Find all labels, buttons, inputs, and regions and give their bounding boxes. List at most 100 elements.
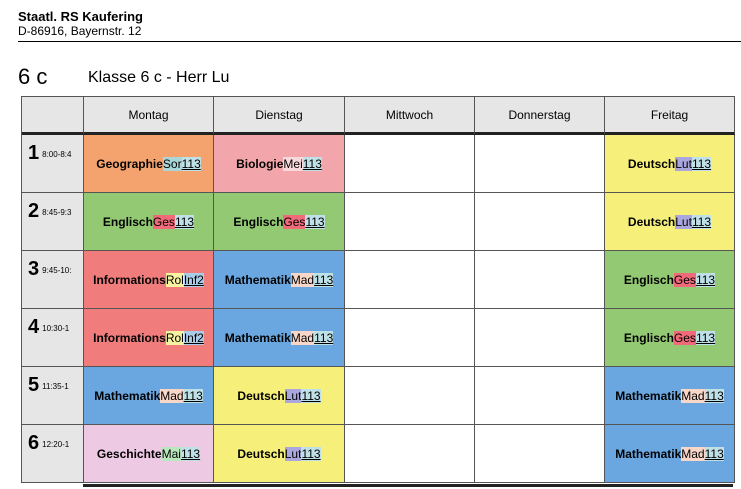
lesson-cell[interactable]: Englisch Ges 113 [605, 251, 735, 309]
lesson-cell[interactable]: Englisch Ges 113 [605, 309, 735, 367]
class-title: Klasse 6 c - Herr Lu [88, 69, 230, 86]
empty-lesson-cell[interactable] [345, 425, 475, 483]
header-divider [18, 41, 741, 42]
lesson-subject: Englisch [233, 214, 284, 229]
lesson-cell[interactable]: Biologie Mei 113 [214, 135, 345, 193]
lesson-teacher: Mei [283, 156, 303, 171]
grid-corner [22, 97, 84, 135]
lesson-room: 113 [305, 214, 325, 229]
empty-lesson-cell[interactable] [345, 367, 475, 425]
period-number: 2 [28, 200, 40, 222]
school-name: Staatl. RS Kaufering [18, 9, 143, 24]
lesson-room: 113 [181, 156, 201, 171]
lesson-teacher: Lut [675, 156, 692, 171]
lesson-subject: Deutsch [237, 446, 285, 461]
class-code: 6 c [18, 64, 48, 89]
day-header-friday: Freitag [605, 97, 735, 135]
lesson-subject: Englisch [623, 272, 674, 287]
day-header-tuesday: Dienstag [214, 97, 345, 135]
lesson-subject: Deutsch [627, 156, 676, 171]
lesson-teacher: Mad [681, 446, 705, 461]
lesson-cell[interactable]: Informations Rol Inf2 [84, 251, 214, 309]
lesson-cell[interactable]: Deutsch Lut 113 [214, 425, 345, 483]
lesson-subject: Englisch [102, 214, 153, 229]
lesson-room: Inf2 [183, 330, 204, 345]
timetable-grid: Montag Dienstag Mittwoch Donnerstag Frei… [21, 96, 735, 483]
lesson-teacher: Rol [165, 330, 184, 345]
lesson-subject: Mathematik [94, 388, 161, 403]
empty-lesson-cell[interactable] [345, 309, 475, 367]
lesson-cell[interactable]: Deutsch Lut 113 [214, 367, 345, 425]
lesson-subject: Mathematik [615, 388, 682, 403]
period-label: 4 10:30-1 [22, 309, 84, 367]
empty-lesson-cell[interactable] [475, 193, 605, 251]
lesson-cell[interactable]: Mathematik Mad 113 [84, 367, 214, 425]
period-time: 10:30-1 [42, 324, 70, 333]
lesson-cell[interactable]: Mathematik Mad 113 [214, 309, 345, 367]
period-number: 6 [28, 432, 40, 454]
period-time: 12:20-1 [42, 440, 70, 449]
lesson-cell[interactable]: Deutsch Lut 113 [605, 135, 735, 193]
lesson-subject: Deutsch [237, 388, 285, 403]
period-label: 2 8:45-9:3 [22, 193, 84, 251]
period-number: 3 [28, 258, 40, 280]
grid-bottom-rule [83, 484, 733, 487]
lesson-cell[interactable]: Mathematik Mad 113 [605, 425, 735, 483]
lesson-teacher: Mad [290, 272, 315, 287]
lesson-room: 113 [695, 272, 716, 287]
lesson-room: 113 [704, 388, 724, 403]
lesson-teacher: Lut [284, 446, 302, 461]
lesson-room: 113 [314, 330, 334, 345]
period-number: 5 [28, 374, 40, 396]
lesson-room: 113 [180, 446, 201, 461]
lesson-teacher: Mad [681, 388, 705, 403]
empty-lesson-cell[interactable] [475, 309, 605, 367]
lesson-room: 113 [302, 156, 322, 171]
lesson-teacher: Mad [160, 388, 184, 403]
lesson-room: 113 [174, 214, 195, 229]
lesson-cell[interactable]: Geographie Sor 113 [84, 135, 214, 193]
empty-lesson-cell[interactable] [475, 251, 605, 309]
school-header: Staatl. RS Kaufering D-86916, Bayernstr.… [18, 9, 143, 39]
lesson-subject: Mathematik [224, 330, 291, 345]
lesson-teacher: Ges [152, 214, 175, 229]
lesson-room: 113 [301, 388, 321, 403]
lesson-teacher: Mad [290, 330, 315, 345]
lesson-teacher: Mai [161, 446, 181, 461]
lesson-room: 113 [301, 446, 321, 461]
lesson-room: 113 [695, 330, 716, 345]
period-time: 8:45-9:3 [42, 208, 72, 217]
lesson-teacher: Ges [673, 330, 696, 345]
lesson-cell[interactable]: Mathematik Mad 113 [214, 251, 345, 309]
lesson-teacher: Lut [284, 388, 302, 403]
school-address: D-86916, Bayernstr. 12 [18, 24, 142, 38]
lesson-subject: Deutsch [627, 214, 676, 229]
period-number: 1 [28, 142, 40, 164]
period-label: 1 8:00-8:4 [22, 135, 84, 193]
lesson-subject: Geschichte [96, 446, 162, 461]
period-number: 4 [28, 316, 40, 338]
empty-lesson-cell[interactable] [475, 367, 605, 425]
lesson-room: Inf2 [183, 272, 204, 287]
lesson-room: 113 [314, 272, 334, 287]
lesson-cell[interactable]: Englisch Ges 113 [214, 193, 345, 251]
empty-lesson-cell[interactable] [345, 251, 475, 309]
lesson-cell[interactable]: Deutsch Lut 113 [605, 193, 735, 251]
lesson-subject: Englisch [623, 330, 674, 345]
lesson-room: 113 [691, 156, 712, 171]
lesson-cell[interactable]: Informations Rol Inf2 [84, 309, 214, 367]
period-label: 5 11:35-1 [22, 367, 84, 425]
lesson-subject: Mathematik [615, 446, 682, 461]
lesson-cell[interactable]: Englisch Ges 113 [84, 193, 214, 251]
empty-lesson-cell[interactable] [475, 135, 605, 193]
lesson-cell[interactable]: Geschichte Mai 113 [84, 425, 214, 483]
empty-lesson-cell[interactable] [475, 425, 605, 483]
lesson-cell[interactable]: Mathematik Mad 113 [605, 367, 735, 425]
period-time: 9:45-10: [42, 266, 72, 275]
lesson-room: 113 [704, 446, 724, 461]
empty-lesson-cell[interactable] [345, 193, 475, 251]
lesson-teacher: Ges [673, 272, 696, 287]
lesson-teacher: Sor [162, 156, 182, 171]
empty-lesson-cell[interactable] [345, 135, 475, 193]
lesson-subject: Informations [93, 330, 166, 345]
